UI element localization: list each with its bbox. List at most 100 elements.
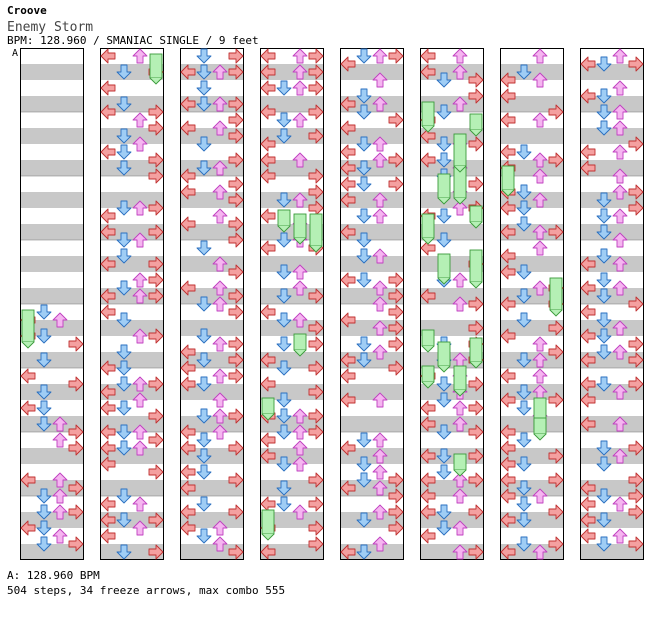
arrow-down-icon bbox=[596, 56, 612, 72]
beat-stripe bbox=[500, 384, 564, 400]
arrow-down-icon bbox=[436, 376, 452, 392]
arrow-up-icon bbox=[372, 280, 388, 296]
arrow-up-icon bbox=[532, 48, 548, 64]
arrow-up-icon bbox=[452, 200, 468, 216]
arrow-left-icon bbox=[580, 392, 596, 408]
arrow-right-icon bbox=[388, 288, 404, 304]
arrow-right-icon bbox=[308, 184, 324, 200]
arrow-up-icon bbox=[612, 416, 628, 432]
arrow-left-icon bbox=[260, 352, 276, 368]
beat-stripe bbox=[100, 480, 164, 496]
beat-stripe bbox=[20, 416, 84, 432]
arrow-left-icon bbox=[100, 256, 116, 272]
arrow-down-icon bbox=[596, 312, 612, 328]
beat-stripe bbox=[580, 448, 644, 464]
arrow-down-icon bbox=[596, 344, 612, 360]
arrow-up-icon bbox=[292, 80, 308, 96]
arrow-down-icon bbox=[276, 480, 292, 496]
arrow-right-icon bbox=[148, 224, 164, 240]
arrow-right-icon bbox=[148, 432, 164, 448]
arrow-left-icon bbox=[180, 360, 196, 376]
arrow-left-icon bbox=[580, 496, 596, 512]
beat-stripe bbox=[20, 448, 84, 464]
arrow-right-icon bbox=[548, 104, 564, 120]
beat-stripe bbox=[100, 64, 164, 80]
beat-stripe bbox=[420, 448, 484, 464]
freeze-arrow-tail-icon bbox=[453, 165, 467, 173]
arrow-down-icon bbox=[356, 472, 372, 488]
arrow-up-icon bbox=[612, 344, 628, 360]
arrow-up-icon bbox=[372, 208, 388, 224]
beat-stripe bbox=[500, 96, 564, 112]
arrow-left-icon bbox=[340, 160, 356, 176]
arrow-right-icon bbox=[228, 304, 244, 320]
freeze-arrow-tail-icon bbox=[437, 365, 451, 373]
arrow-down-icon bbox=[516, 184, 532, 200]
arrow-down-icon bbox=[516, 480, 532, 496]
beat-stripe bbox=[340, 512, 404, 528]
arrow-up-icon bbox=[292, 192, 308, 208]
arrow-up-icon bbox=[372, 480, 388, 496]
freeze-arrow-tail-icon bbox=[501, 189, 515, 197]
freeze-arrow-icon bbox=[261, 509, 275, 535]
arrow-up-icon bbox=[372, 536, 388, 552]
arrow-right-icon bbox=[308, 48, 324, 64]
arrow-up-icon bbox=[372, 504, 388, 520]
arrow-down-icon bbox=[196, 496, 212, 512]
arrow-left-icon bbox=[340, 96, 356, 112]
arrow-down-icon bbox=[276, 456, 292, 472]
arrow-up-icon bbox=[532, 544, 548, 560]
arrow-down-icon bbox=[36, 504, 52, 520]
arrow-left-icon bbox=[500, 544, 516, 560]
arrow-down-icon bbox=[196, 48, 212, 64]
beat-stripe bbox=[100, 448, 164, 464]
arrow-up-icon bbox=[372, 96, 388, 112]
arrow-down-icon bbox=[116, 488, 132, 504]
arrow-down-icon bbox=[116, 248, 132, 264]
freeze-arrow-icon bbox=[533, 417, 547, 435]
arrow-right-icon bbox=[308, 496, 324, 512]
beat-stripe bbox=[340, 480, 404, 496]
arrow-left-icon bbox=[100, 424, 116, 440]
beat-stripe bbox=[340, 288, 404, 304]
arrow-right-icon bbox=[148, 464, 164, 480]
arrow-right-icon bbox=[548, 392, 564, 408]
freeze-arrow-icon bbox=[501, 165, 515, 191]
arrow-right-icon bbox=[148, 328, 164, 344]
arrow-left-icon bbox=[20, 400, 36, 416]
arrow-up-icon bbox=[372, 432, 388, 448]
arrow-right-icon bbox=[468, 376, 484, 392]
arrow-down-icon bbox=[356, 272, 372, 288]
arrow-right-icon bbox=[388, 48, 404, 64]
freeze-arrow-icon bbox=[453, 365, 467, 391]
arrow-right-icon bbox=[228, 288, 244, 304]
arrow-left-icon bbox=[420, 152, 436, 168]
arrow-down-icon bbox=[116, 440, 132, 456]
arrow-right-icon bbox=[548, 152, 564, 168]
arrow-right-icon bbox=[68, 336, 84, 352]
beat-stripe bbox=[20, 544, 84, 560]
arrow-down-icon bbox=[596, 248, 612, 264]
arrow-left-icon bbox=[260, 48, 276, 64]
beat-stripe bbox=[340, 544, 404, 560]
arrow-down-icon bbox=[516, 144, 532, 160]
arrow-up-icon bbox=[292, 312, 308, 328]
arrow-down-icon bbox=[116, 160, 132, 176]
arrow-down-icon bbox=[436, 72, 452, 88]
arrow-down-icon bbox=[116, 544, 132, 560]
freeze-arrow-icon bbox=[453, 133, 467, 167]
arrow-right-icon bbox=[548, 504, 564, 520]
beat-stripe bbox=[20, 96, 84, 112]
arrow-up-icon bbox=[532, 488, 548, 504]
arrow-right-icon bbox=[308, 520, 324, 536]
freeze-arrow-tail-icon bbox=[421, 345, 435, 353]
arrow-right-icon bbox=[228, 216, 244, 232]
arrow-up-icon bbox=[612, 104, 628, 120]
arrow-left-icon bbox=[420, 400, 436, 416]
arrow-up-icon bbox=[292, 456, 308, 472]
arrow-down-icon bbox=[516, 216, 532, 232]
arrow-left-icon bbox=[580, 256, 596, 272]
arrow-up-icon bbox=[532, 368, 548, 384]
arrow-down-icon bbox=[516, 352, 532, 368]
arrow-up-icon bbox=[212, 296, 228, 312]
